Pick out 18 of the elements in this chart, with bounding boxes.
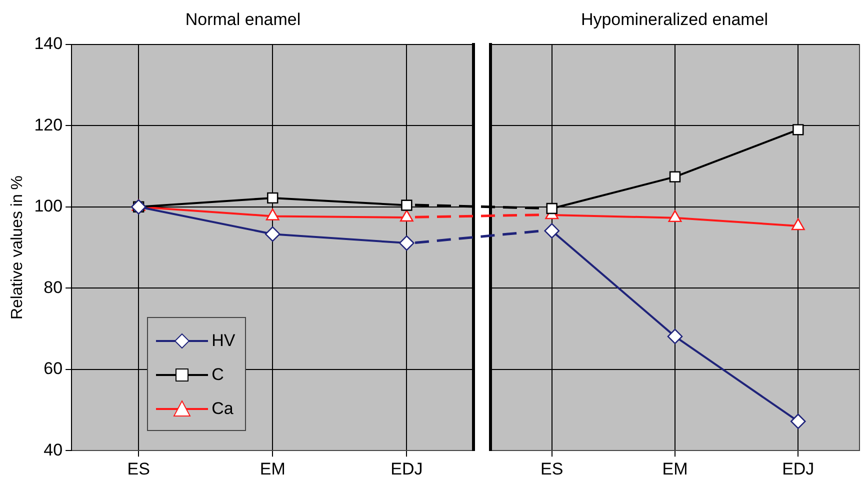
y-tick-label: 60 [44, 359, 63, 378]
x-tick-label: EM [260, 459, 286, 478]
y-tick-label: 140 [34, 34, 63, 54]
x-tick-label: EM [662, 459, 688, 478]
y-tick-label: 80 [44, 278, 63, 297]
legend-label: Ca [212, 398, 234, 419]
y-tick-label: 40 [44, 440, 63, 460]
y-tick-label: 100 [34, 196, 63, 216]
chart-title: Normal enamel [185, 10, 301, 29]
y-axis-title: Relative values in % [9, 175, 26, 320]
x-tick-label: ES [127, 459, 150, 478]
y-tick-label: 120 [34, 115, 63, 134]
x-tick-label: ES [540, 459, 564, 478]
x-tick-label: EDJ [390, 459, 423, 478]
legend-label: C [212, 364, 224, 385]
x-tick-label: EDJ [782, 459, 814, 478]
legend-label: HV [212, 330, 236, 351]
chart-title: Hypomineralized enamel [580, 10, 768, 29]
